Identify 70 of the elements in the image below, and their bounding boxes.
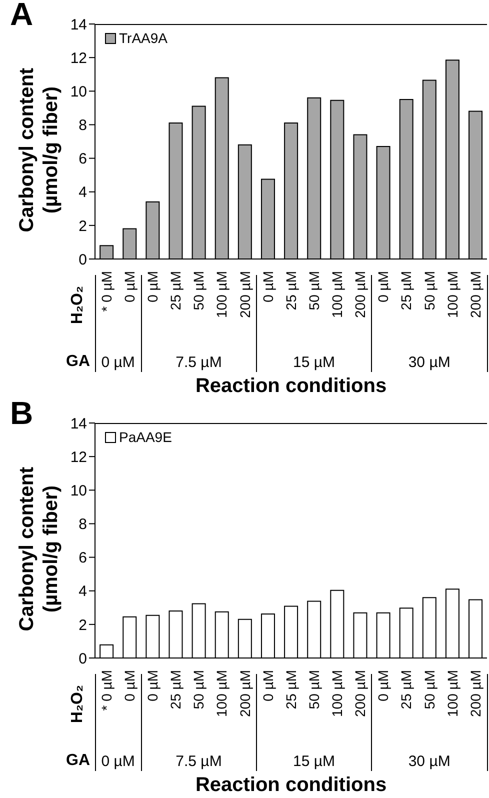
x-tick-label: 100 µM <box>444 271 460 318</box>
y-tick-label: 10 <box>70 83 87 100</box>
x-tick-label: 25 µM <box>398 670 414 710</box>
y-axis-title: Carbonyl content (µmol/g fiber) <box>16 466 62 631</box>
y-tick-label: 12 <box>70 50 87 67</box>
x-tick-label: * 0 µM <box>98 670 114 711</box>
text: GA <box>65 353 90 371</box>
chart-title: A <box>10 0 34 33</box>
text: 15 µM <box>292 753 336 770</box>
x-tick-label: 200 µM <box>352 670 368 717</box>
x-tick-label: 200 µM <box>467 271 484 318</box>
x-tick-label: 50 µM <box>306 670 322 710</box>
x-tick-label: 25 µM <box>282 271 299 310</box>
x-tick-label: 0 µM <box>144 670 161 702</box>
y-tick-label: 8 <box>78 117 87 134</box>
x-tick-label: 0 µM <box>260 271 276 302</box>
x-tick-label: 25 µM <box>168 670 184 710</box>
text: 0 µM <box>100 354 136 371</box>
x-tick-label: * 0 µM <box>98 271 114 312</box>
text: 30 µM <box>407 753 452 770</box>
y-tick-label: 4 <box>78 184 87 202</box>
text: 30 µM <box>407 354 452 371</box>
text: 7.5 µM <box>174 753 223 770</box>
x-tick-label: 0 µM <box>375 670 392 702</box>
y-tick-label: 6 <box>78 550 87 567</box>
y-tick-label: 0 <box>78 650 87 668</box>
y-tick-label: 2 <box>78 616 87 634</box>
text: 0 µM <box>100 753 136 770</box>
y-tick-label: 0 <box>78 251 87 268</box>
x-tick-label: 25 µM <box>398 271 414 310</box>
x-tick-label: 50 µM <box>421 670 438 710</box>
chart-title: B <box>10 395 34 432</box>
y-tick-label: 14 <box>70 415 87 432</box>
x-tick-label: 100 µM <box>444 670 460 717</box>
y-axis-title: Carbonyl content (µmol/g fiber) <box>16 67 62 232</box>
y-tick-label: 12 <box>70 448 87 466</box>
x-tick-label: 50 µM <box>190 271 207 310</box>
x-tick-label: 200 µM <box>236 271 253 318</box>
x-tick-label: 0 µM <box>375 271 392 302</box>
x-tick-label: 0 µM <box>144 271 161 302</box>
text: H₂O₂ <box>69 286 86 324</box>
x-tick-label: 50 µM <box>190 670 207 710</box>
y-tick-label: 10 <box>70 482 87 500</box>
x-tick-label: 100 µM <box>214 271 230 318</box>
x-axis-title: Reaction conditions <box>194 774 388 797</box>
x-tick-label: 50 µM <box>421 271 438 310</box>
text: 15 µM <box>292 354 336 371</box>
x-axis-title: Reaction conditions <box>194 375 388 398</box>
text: H₂O₂ <box>69 684 86 724</box>
x-tick-label: 0 µM <box>260 670 276 702</box>
y-tick-label: 14 <box>70 16 87 34</box>
x-tick-label: 50 µM <box>306 271 322 310</box>
x-tick-label: 25 µM <box>282 670 299 710</box>
y-tick-label: 4 <box>78 583 87 600</box>
x-tick-label: 100 µM <box>329 271 346 318</box>
x-tick-label: 25 µM <box>168 271 184 310</box>
x-tick-label: 200 µM <box>467 670 484 717</box>
y-tick-label: 6 <box>78 150 87 168</box>
text: GA <box>65 752 90 770</box>
x-tick-label: 100 µM <box>329 670 346 717</box>
x-tick-label: 0 µM <box>121 670 138 702</box>
x-tick-label: 100 µM <box>214 670 230 717</box>
y-tick-label: 8 <box>78 516 87 534</box>
x-tick-label: 0 µM <box>121 271 138 302</box>
x-tick-label: 200 µM <box>236 670 253 717</box>
y-tick-label: 2 <box>78 218 87 235</box>
text: 7.5 µM <box>174 354 223 371</box>
x-tick-label: 200 µM <box>352 271 368 318</box>
legend-label: PaAA9E <box>118 429 172 445</box>
legend-label: TrAA9A <box>118 30 168 46</box>
